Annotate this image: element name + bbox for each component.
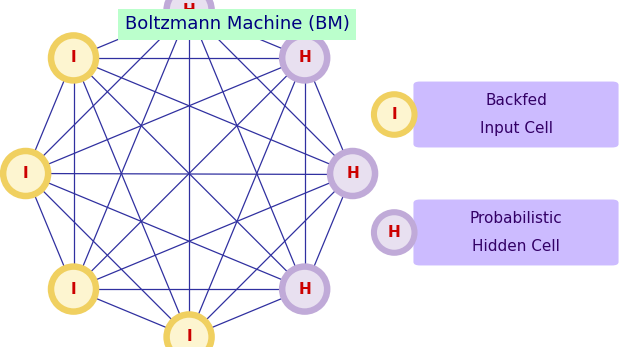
Text: I: I xyxy=(71,281,76,297)
Text: Boltzmann Machine (BM): Boltzmann Machine (BM) xyxy=(125,15,349,33)
Ellipse shape xyxy=(53,269,94,309)
Text: Hidden Cell: Hidden Cell xyxy=(472,239,560,254)
Text: H: H xyxy=(346,166,359,181)
Text: I: I xyxy=(187,329,192,345)
Ellipse shape xyxy=(328,149,377,198)
Ellipse shape xyxy=(165,313,213,347)
Ellipse shape xyxy=(53,38,94,78)
Text: H: H xyxy=(298,50,311,66)
Text: I: I xyxy=(23,166,28,181)
Text: I: I xyxy=(71,50,76,66)
Ellipse shape xyxy=(372,211,416,254)
Ellipse shape xyxy=(49,34,98,82)
Ellipse shape xyxy=(280,34,329,82)
Text: Input Cell: Input Cell xyxy=(479,121,553,136)
Ellipse shape xyxy=(1,149,50,198)
Text: Probabilistic: Probabilistic xyxy=(470,211,562,226)
Text: H: H xyxy=(183,2,196,18)
Ellipse shape xyxy=(49,265,98,313)
Text: Backfed: Backfed xyxy=(485,93,547,108)
Ellipse shape xyxy=(6,153,46,194)
Ellipse shape xyxy=(376,96,412,133)
Ellipse shape xyxy=(165,0,213,34)
Ellipse shape xyxy=(280,265,329,313)
Ellipse shape xyxy=(376,214,412,251)
Ellipse shape xyxy=(372,93,416,136)
Text: I: I xyxy=(392,107,397,122)
Text: H: H xyxy=(388,225,401,240)
FancyBboxPatch shape xyxy=(413,82,619,147)
Ellipse shape xyxy=(169,0,209,30)
Ellipse shape xyxy=(333,153,372,194)
FancyBboxPatch shape xyxy=(413,200,619,265)
Ellipse shape xyxy=(285,38,325,78)
Ellipse shape xyxy=(285,269,325,309)
Ellipse shape xyxy=(169,317,209,347)
Text: H: H xyxy=(298,281,311,297)
